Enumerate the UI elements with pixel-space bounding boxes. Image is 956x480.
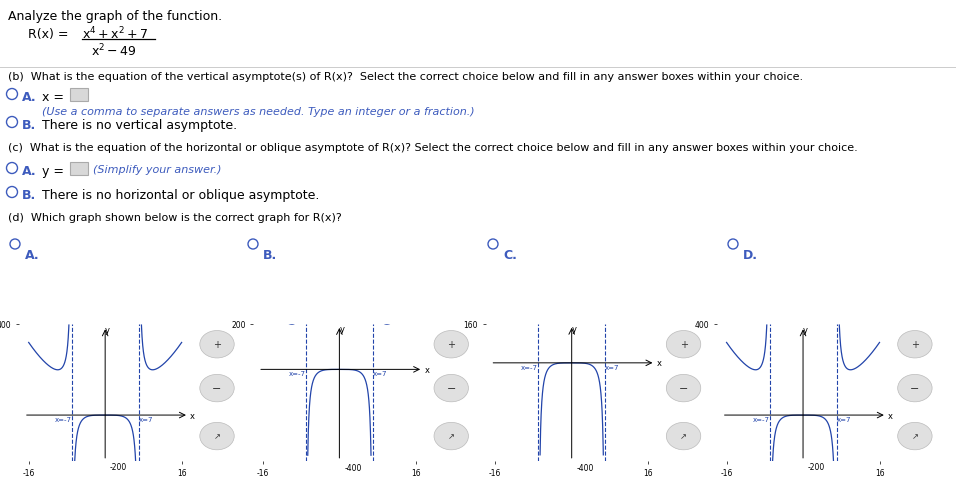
Text: -400: -400	[344, 463, 361, 472]
Text: x: x	[888, 411, 893, 420]
Text: x: x	[657, 359, 662, 368]
Text: x=7: x=7	[836, 416, 851, 422]
Text: (Simplify your answer.): (Simplify your answer.)	[93, 165, 222, 175]
Circle shape	[666, 374, 701, 402]
Text: +: +	[680, 339, 687, 349]
Text: ↗: ↗	[447, 432, 455, 441]
Text: There is no vertical asymptote.: There is no vertical asymptote.	[42, 119, 237, 132]
Text: B.: B.	[22, 189, 36, 202]
Text: (d)  Which graph shown below is the correct graph for R(x)?: (d) Which graph shown below is the corre…	[8, 213, 341, 223]
Text: y =: y =	[42, 165, 64, 178]
Text: There is no horizontal or oblique asymptote.: There is no horizontal or oblique asympt…	[42, 189, 319, 202]
Circle shape	[898, 422, 932, 450]
FancyBboxPatch shape	[70, 89, 88, 102]
Text: ↗: ↗	[911, 432, 919, 441]
Text: (b)  What is the equation of the vertical asymptote(s) of R(x)?  Select the corr: (b) What is the equation of the vertical…	[8, 72, 803, 82]
FancyBboxPatch shape	[70, 163, 88, 176]
Text: ↗: ↗	[213, 432, 221, 441]
Circle shape	[434, 374, 468, 402]
Text: −: −	[910, 384, 920, 393]
Text: −: −	[679, 384, 688, 393]
Text: A.: A.	[25, 249, 39, 262]
Circle shape	[898, 331, 932, 358]
Text: B.: B.	[22, 119, 36, 132]
Text: (c)  What is the equation of the horizontal or oblique asymptote of R(x)? Select: (c) What is the equation of the horizont…	[8, 143, 858, 153]
Text: y: y	[803, 325, 808, 334]
Text: −: −	[212, 384, 222, 393]
Text: x: x	[190, 411, 195, 420]
Circle shape	[434, 422, 468, 450]
Text: C.: C.	[503, 249, 517, 262]
Text: x=7: x=7	[139, 416, 153, 422]
Text: x=7: x=7	[605, 364, 619, 370]
Text: +: +	[213, 339, 221, 349]
Text: B.: B.	[263, 249, 277, 262]
Text: $\mathregular{x^4+x^2+7}$: $\mathregular{x^4+x^2+7}$	[82, 26, 148, 43]
Text: $\mathregular{x^2-49}$: $\mathregular{x^2-49}$	[91, 43, 137, 60]
Text: Analyze the graph of the function.: Analyze the graph of the function.	[8, 10, 222, 23]
Text: A.: A.	[22, 165, 36, 178]
Text: y: y	[339, 324, 344, 334]
Text: R(x) =: R(x) =	[28, 28, 69, 41]
Text: A.: A.	[22, 91, 36, 104]
Text: -200: -200	[110, 462, 127, 471]
Text: x =: x =	[42, 91, 64, 104]
Text: -200: -200	[808, 462, 825, 471]
Text: x: x	[424, 365, 429, 374]
Circle shape	[200, 331, 234, 358]
Text: D.: D.	[743, 249, 758, 262]
Circle shape	[200, 422, 234, 450]
Circle shape	[200, 374, 234, 402]
Text: +: +	[911, 339, 919, 349]
Text: x=-7: x=-7	[752, 416, 770, 422]
Text: x=-7: x=-7	[521, 364, 538, 370]
Text: -400: -400	[576, 463, 594, 472]
Text: y: y	[105, 325, 110, 334]
Text: +: +	[447, 339, 455, 349]
Text: x=-7: x=-7	[54, 416, 72, 422]
Text: ↗: ↗	[680, 432, 687, 441]
Circle shape	[434, 331, 468, 358]
Text: (Use a comma to separate answers as needed. Type an integer or a fraction.): (Use a comma to separate answers as need…	[42, 107, 474, 117]
Text: x=-7: x=-7	[289, 371, 306, 376]
Text: −: −	[446, 384, 456, 393]
Circle shape	[898, 374, 932, 402]
Circle shape	[666, 422, 701, 450]
Circle shape	[666, 331, 701, 358]
Text: y: y	[572, 324, 576, 334]
Text: x=7: x=7	[373, 371, 387, 376]
